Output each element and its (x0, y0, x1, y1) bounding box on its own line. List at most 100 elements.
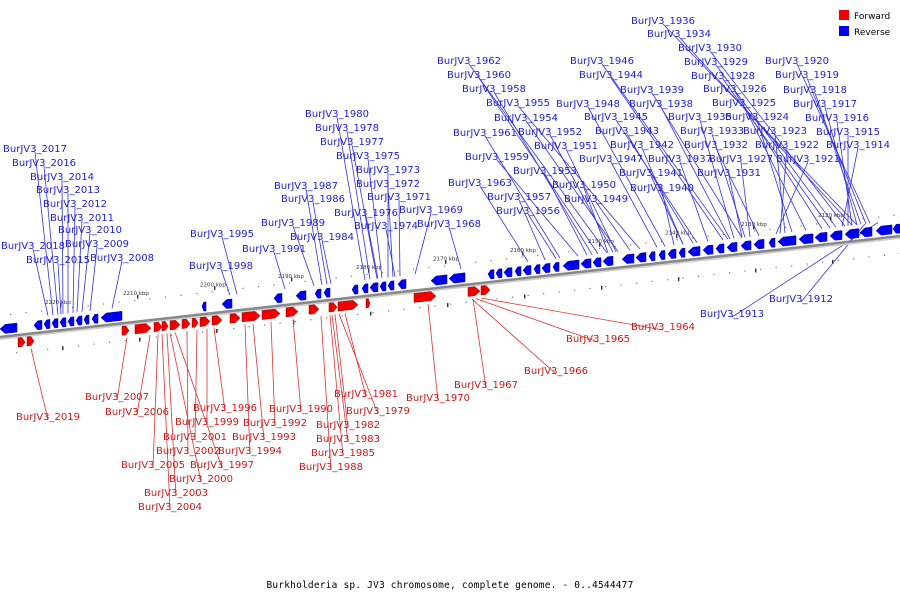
reverse-gene-arrow (658, 250, 666, 260)
scale-dot (806, 263, 808, 265)
connector-burjv3-1955 (517, 105, 641, 250)
scale-dot (10, 313, 12, 316)
scale-dot (16, 352, 18, 354)
scale-dot (47, 348, 49, 350)
gene-label-burjv3-1927: BurJV3_1927 (709, 154, 773, 165)
scale-dot (620, 284, 622, 286)
connector-burjv3-1998 (220, 268, 231, 296)
connector-burjv3-1937 (679, 161, 709, 242)
gene-label-burjv3-1992: BurJV3_1992 (243, 418, 307, 429)
scale-dot (351, 275, 353, 277)
scale-dot (134, 299, 136, 302)
reverse-gene-arrow (678, 247, 686, 258)
scale-major-mark (445, 260, 447, 265)
scale-tick-label: 2150 kbp (588, 239, 614, 245)
connector-burjv3-1922 (779, 147, 788, 234)
gene-label-burjv3-1990: BurJV3_1990 (269, 404, 333, 415)
connector-burjv3-1943 (626, 133, 694, 244)
gene-label-burjv3-2010: BurJV3_2010 (58, 225, 122, 236)
scale-dot (496, 298, 498, 300)
connector-burjv3-1946 (601, 63, 729, 240)
gene-label-burjv3-1918: BurJV3_1918 (783, 85, 847, 96)
scale-major-mark (601, 285, 603, 290)
scale-dot (543, 293, 545, 295)
scale-dot (512, 296, 514, 298)
connector-burjv3-1959 (496, 159, 579, 257)
connector-burjv3-2008 (111, 260, 123, 309)
gene-label-burjv3-2002: BurJV3_2002 (156, 446, 220, 457)
gene-label-burjv3-2004: BurJV3_2004 (138, 502, 202, 513)
scale-dot (475, 261, 477, 263)
connector-burjv3-1997 (174, 332, 223, 469)
legend-reverse-swatch (839, 26, 849, 36)
scale-major-mark (216, 328, 218, 333)
gene-label-burjv3-1977: BurJV3_1977 (320, 137, 384, 148)
gene-labels: BurJV3_1936 BurJV3_1934 BurJV3_1930 BurJV3_… (1, 16, 890, 513)
reverse-gene-arrow (33, 320, 43, 331)
scale-major-mark (293, 320, 295, 325)
connector-burjv3-1958 (493, 91, 593, 255)
connector-burjv3-1949 (595, 201, 631, 251)
reverse-gene-arrow (580, 258, 592, 269)
reverse-gene-arrow (687, 246, 701, 257)
forward-gene-arrow (480, 285, 491, 296)
reverse-gene-arrow (602, 255, 614, 267)
scale-dot (636, 282, 638, 284)
reverse-gene-arrow (100, 311, 123, 323)
connector-burjv3-1953 (544, 173, 588, 256)
connector-burjv3-2014 (61, 179, 64, 314)
scale-dot (661, 240, 663, 243)
connector-burjv3-1963 (479, 185, 529, 262)
scale-dot (124, 340, 126, 342)
scale-major-mark (447, 303, 449, 308)
gene-label-burjv3-1950: BurJV3_1950 (552, 180, 616, 191)
scale-dot (444, 265, 446, 267)
scale-dot (93, 343, 95, 345)
scale-major-mark (755, 268, 757, 273)
reverse-gene-arrow (740, 240, 752, 251)
reverse-gene-arrow (635, 252, 647, 263)
connector-burjv3-1962 (468, 63, 608, 254)
reverse-gene-arrow (621, 253, 635, 264)
reverse-gene-arrow (369, 282, 379, 293)
scale-dot (211, 291, 213, 293)
gene-label-burjv3-1946: BurJV3_1946 (570, 56, 634, 67)
gene-label-burjv3-1960: BurJV3_1960 (447, 70, 511, 81)
backbone-shadow (0, 236, 900, 340)
connector-burjv3-1971 (398, 199, 401, 277)
scale-dot (227, 289, 229, 291)
scale-dot (403, 308, 405, 310)
gene-label-burjv3-1966: BurJV3_1966 (524, 366, 588, 377)
gene-label-burjv3-1948: BurJV3_1948 (556, 99, 620, 110)
forward-gene-arrow (181, 318, 191, 329)
scale-dot (645, 242, 647, 244)
gene-label-burjv3-1988: BurJV3_1988 (299, 462, 363, 473)
scale-dot (893, 214, 895, 216)
gene-label-burjv3-1956: BurJV3_1956 (496, 206, 560, 217)
scale-dot (165, 296, 167, 298)
scale-dot (775, 266, 777, 269)
scale-major-mark (678, 277, 680, 282)
scale-dot (233, 327, 235, 330)
scale-dot (527, 294, 529, 297)
gene-label-burjv3-1940: BurJV3_1940 (630, 183, 694, 194)
connector-burjv3-2003 (166, 333, 177, 497)
scale-dot (853, 258, 855, 260)
connector-burjv3-2011 (76, 220, 83, 313)
gene-label-burjv3-1957: BurJV3_1957 (487, 192, 551, 203)
gene-label-burjv3-1969: BurJV3_1969 (399, 205, 463, 216)
gene-label-burjv3-1984: BurJV3_1984 (290, 232, 354, 243)
gene-label-burjv3-1929: BurJV3_1929 (684, 57, 748, 68)
reverse-gene-arrow (875, 224, 893, 236)
forward-gene-arrow (121, 325, 130, 336)
connector-burjv3-1942 (641, 147, 684, 245)
connector-burjv3-1995 (221, 236, 238, 295)
gene-label-burjv3-1985: BurJV3_1985 (311, 448, 375, 459)
connector-burjv3-1961 (484, 135, 561, 259)
reverse-gene-arrow (83, 314, 90, 325)
scale-dot (837, 260, 839, 262)
gene-label-burjv3-1958: BurJV3_1958 (462, 84, 526, 95)
connector-burjv3-1914 (841, 147, 859, 227)
connector-burjv3-1954 (525, 120, 619, 252)
